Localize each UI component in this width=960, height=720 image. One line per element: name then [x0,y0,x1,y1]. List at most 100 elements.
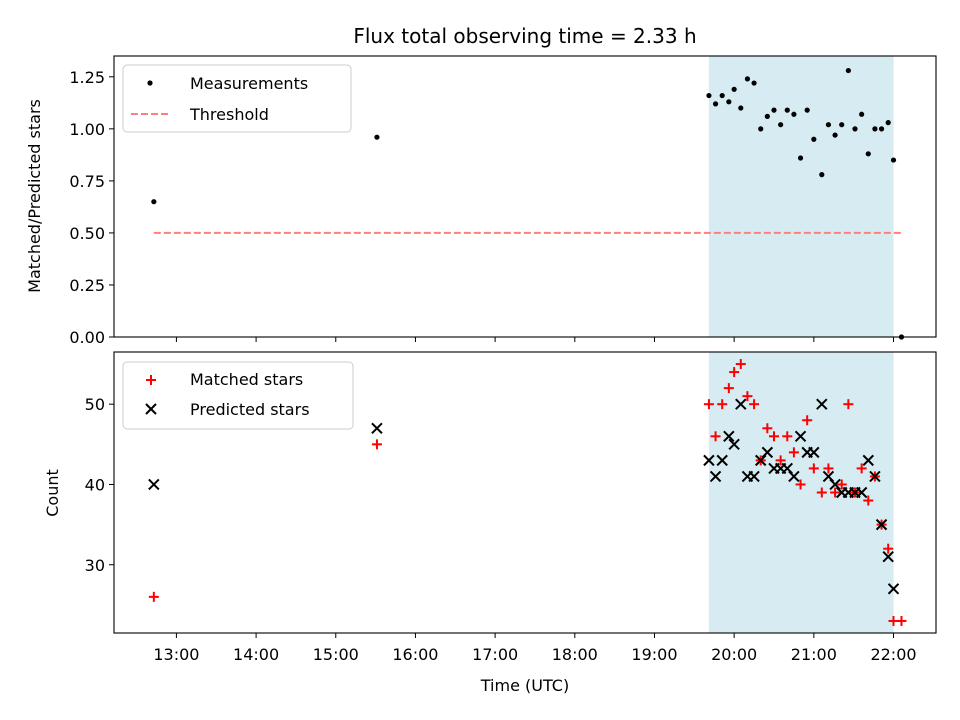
matched-star-point [775,455,786,466]
predicted-star-point [794,430,807,443]
predicted-star-point [862,454,874,467]
measurement-point [374,134,380,140]
matched-star-point [729,367,740,378]
legend-measurements-label: Measurements [190,74,308,93]
observing-span-top [708,56,894,337]
legend-threshold-label: Threshold [189,105,269,124]
measurement-point [872,126,878,132]
x-axis-label: Time (UTC) [480,676,569,695]
ratio-y-tick-label: 1.00 [69,120,105,139]
x-tick-label: 14:00 [233,645,279,664]
measurement-point [852,126,858,132]
x-tick-label: 22:00 [870,645,916,664]
predicted-star-point [709,470,722,483]
matched-star-point [863,495,874,506]
matched-star-point [371,439,382,450]
measurement-point [825,122,832,128]
matched-star-point [896,615,907,626]
matched-star-point [830,487,841,498]
matched-star-point [883,543,894,554]
matched-star-point [802,415,813,426]
measurement-point [878,126,885,132]
chart-title: Flux total observing time = 2.33 h [353,24,696,48]
matched-star-point [795,479,806,490]
counts-x-ticks: 13:00 14:00 15:00 16:00 17:00 18:00 19:00 20:00… [153,633,917,664]
measurement-point [151,199,157,205]
x-tick-label: 19:00 [631,645,677,664]
matched-star-point [836,479,847,490]
x-tick-label: 16:00 [392,645,438,664]
measurement-point [859,111,865,117]
predicted-star-point [371,422,383,434]
predicted-star-point [808,446,820,459]
x-tick-label: 15:00 [313,645,359,664]
matched-star-point [808,463,819,474]
legend-predicted-label: Predicted stars [190,400,310,419]
matched-star-point [148,591,159,602]
counts-legend: Matched stars Predicted stars [122,361,354,430]
measurement-point [811,136,817,142]
ratio-x-ticks [175,337,895,342]
measurement-point [764,113,770,119]
measurement-point [839,122,845,128]
measurement-point [751,80,757,86]
ratio-y-axis-label: Matched/Predicted stars [25,99,44,293]
measurement-point [845,67,851,74]
ratio-y-tick-label: 0.75 [69,172,105,191]
matched-star-point [816,487,827,498]
matched-star-point [823,463,834,474]
ratio-y-tick-label: 0.25 [69,276,105,295]
predicted-star-point [148,478,160,491]
x-tick-label: 13:00 [153,645,199,664]
measurement-point [719,92,725,99]
matched-star-point [710,431,721,442]
matched-star-point [782,431,793,442]
measurement-point [865,151,871,157]
measurements-layer [151,67,905,340]
counts-y-ticks: 30 40 50 [85,395,114,575]
measurement-point [738,105,744,111]
matched-star-point [856,463,867,474]
predicted-star-point [882,551,894,563]
ratio-y-tick-label: 1.25 [69,68,105,87]
measurement-point [890,157,897,163]
ratio-legend: Measurements Threshold [122,64,352,133]
measurement-point [778,122,784,128]
measurement-point [726,99,732,105]
predicted-star-point [761,446,774,459]
predicted-star-point [887,583,900,595]
matched-star-point [717,399,728,410]
measurement-point [758,126,764,132]
matched-star-point [768,431,779,442]
measurement-point [804,107,810,113]
predicted-star-point [875,518,888,531]
measurement-point [731,86,737,92]
matched-star-point [703,399,714,410]
measurement-point [712,101,719,107]
matched-star-point [723,383,734,394]
predicted-star-point [855,486,868,499]
predicted-star-point [869,470,881,483]
legend-predicted-marker [145,403,157,415]
measurement-point [819,172,825,178]
measurement-point [771,107,777,113]
predicted-star-point [728,438,740,451]
ratio-y-tick-label: 0.00 [69,328,105,347]
measurement-point [744,76,751,82]
counts-y-tick-label: 40 [85,475,105,494]
ratio-panel: 0.00 0.25 0.50 0.75 1.00 1.25 Matched/Predict… [25,55,937,347]
matched-star-point [749,399,760,410]
observing-span-bottom [708,352,894,633]
measurement-point [797,155,804,161]
measurement-point [791,111,797,117]
ratio-y-ticks: 0.00 0.25 0.50 0.75 1.00 1.25 [69,68,114,347]
x-tick-label: 20:00 [711,645,757,664]
measurement-point [885,120,891,126]
measurement-point [784,107,790,113]
measurement-point [832,132,838,138]
matched-star-point [742,391,753,402]
predicted-star-point [748,470,760,483]
matched-star-point [762,423,773,434]
counts-y-axis-label: Count [43,469,62,517]
